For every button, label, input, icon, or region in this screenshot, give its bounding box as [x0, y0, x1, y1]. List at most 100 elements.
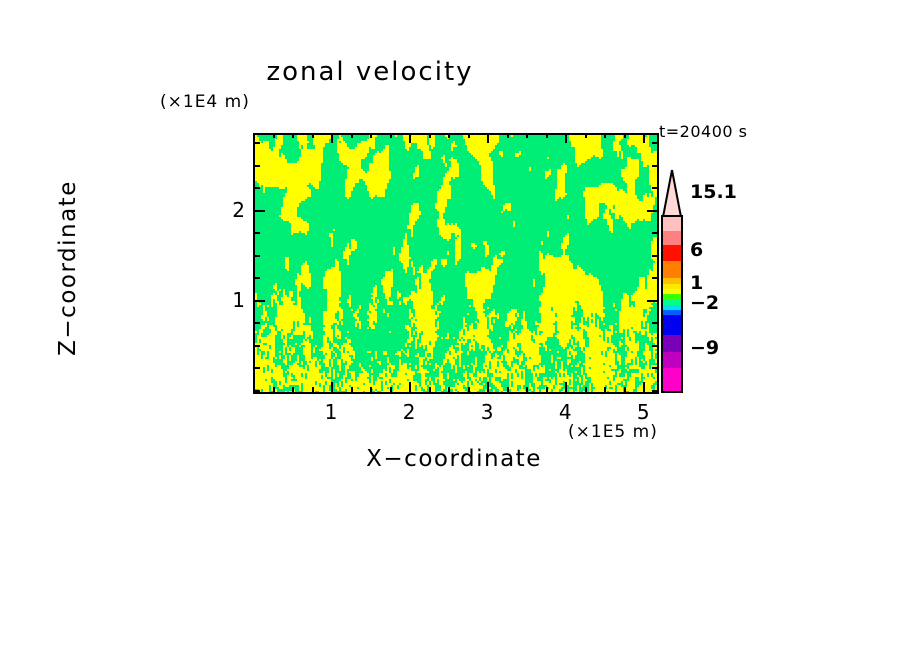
tick-mark — [652, 390, 657, 392]
y-tick-label: 1 — [232, 287, 245, 312]
colorbar-tick-label: 6 — [690, 239, 704, 261]
x-tick-label: 1 — [324, 400, 338, 424]
tick-mark — [331, 382, 333, 392]
tick-mark — [585, 387, 587, 392]
tick-mark — [312, 133, 314, 138]
page-title: zonal velocity — [266, 57, 474, 87]
velocity-field-image — [255, 135, 657, 392]
tick-mark — [652, 367, 657, 369]
tick-mark — [331, 133, 333, 143]
tick-mark — [448, 387, 450, 392]
timestamp-annotation: t=20400 s — [659, 122, 748, 141]
tick-mark — [429, 387, 431, 392]
colorbar-band — [663, 310, 681, 316]
colorbar-band — [663, 299, 681, 305]
tick-mark — [652, 187, 657, 189]
tick-mark — [255, 210, 265, 212]
tick-mark — [390, 133, 392, 138]
tick-mark — [652, 255, 657, 257]
colorbar-band — [663, 261, 681, 279]
colorbar-tick-label: 15.1 — [690, 181, 737, 203]
tick-mark — [312, 387, 314, 392]
colorbar-band — [663, 288, 681, 295]
tick-mark — [652, 142, 657, 144]
tick-mark — [526, 387, 528, 392]
tick-mark — [624, 133, 626, 138]
tick-mark — [448, 133, 450, 138]
tick-mark — [487, 382, 489, 392]
tick-mark — [546, 133, 548, 138]
tick-mark — [409, 133, 411, 143]
colorbar-band — [663, 304, 681, 311]
tick-mark — [647, 300, 657, 302]
tick-mark — [565, 133, 567, 143]
tick-mark — [643, 133, 645, 143]
colorbar-band — [663, 217, 681, 232]
tick-mark — [255, 322, 260, 324]
y-axis-label: Z−coordinate — [55, 180, 81, 356]
y-axis-unit-label: (×1E4 m) — [160, 92, 250, 112]
x-tick-label: 5 — [636, 400, 650, 424]
tick-mark — [351, 387, 353, 392]
tick-mark — [292, 133, 294, 138]
tick-mark — [255, 277, 260, 279]
tick-mark — [255, 142, 260, 144]
tick-mark — [604, 387, 606, 392]
tick-mark — [255, 165, 260, 167]
colorbar-band — [663, 294, 681, 300]
tick-mark — [273, 387, 275, 392]
x-tick-label: 4 — [558, 400, 572, 424]
tick-mark — [255, 232, 260, 234]
tick-mark — [255, 255, 260, 257]
tick-mark — [468, 133, 470, 138]
colorbar-band — [663, 367, 681, 391]
x-axis-label: X−coordinate — [366, 446, 542, 472]
tick-mark — [255, 345, 260, 347]
tick-mark — [370, 133, 372, 138]
tick-mark — [585, 133, 587, 138]
tick-mark — [652, 345, 657, 347]
x-axis-unit-label: (×1E5 m) — [568, 422, 658, 442]
tick-mark — [429, 133, 431, 138]
colorbar-band — [663, 245, 681, 262]
colorbar-band — [663, 278, 681, 284]
colorbar-arrow-icon — [662, 169, 682, 218]
tick-mark — [487, 133, 489, 143]
tick-mark — [255, 300, 265, 302]
tick-mark — [370, 387, 372, 392]
colorbar-band — [663, 334, 681, 352]
tick-mark — [292, 387, 294, 392]
tick-mark — [390, 387, 392, 392]
tick-mark — [273, 133, 275, 138]
colorbar-tick-label: −2 — [690, 292, 720, 314]
tick-mark — [255, 390, 260, 392]
tick-mark — [652, 232, 657, 234]
plot-area — [253, 133, 659, 394]
tick-mark — [546, 387, 548, 392]
tick-mark — [351, 133, 353, 138]
tick-mark — [652, 165, 657, 167]
x-tick-label: 3 — [480, 400, 494, 424]
colorbar — [661, 215, 683, 393]
tick-mark — [409, 382, 411, 392]
colorbar-band — [663, 315, 681, 335]
colorbar-band — [663, 231, 681, 246]
y-tick-label: 2 — [232, 197, 245, 222]
tick-mark — [468, 387, 470, 392]
tick-mark — [652, 277, 657, 279]
x-tick-label: 2 — [402, 400, 416, 424]
tick-mark — [507, 133, 509, 138]
tick-mark — [647, 210, 657, 212]
colorbar-tick-label: 1 — [690, 272, 704, 294]
tick-mark — [643, 382, 645, 392]
tick-mark — [526, 133, 528, 138]
tick-mark — [565, 382, 567, 392]
tick-mark — [624, 387, 626, 392]
colorbar-band — [663, 351, 681, 368]
tick-mark — [253, 133, 255, 138]
tick-mark — [255, 367, 260, 369]
tick-mark — [255, 187, 260, 189]
colorbar-tick-label: −9 — [690, 337, 720, 359]
tick-mark — [253, 387, 255, 392]
